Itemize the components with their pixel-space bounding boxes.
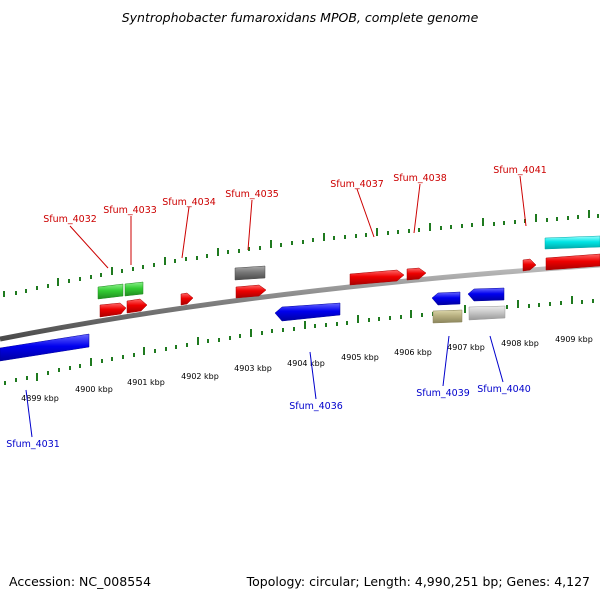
- gene-feature[interactable]: [431, 291, 461, 306]
- gene-feature[interactable]: [274, 302, 341, 322]
- gene-feature[interactable]: [99, 302, 127, 318]
- gene-feature[interactable]: [124, 281, 144, 297]
- top-gene-labels: Sfum_4032 Sfum_4033 Sfum_4034 Sfum_4035 …: [43, 165, 547, 225]
- forward-features: [97, 235, 600, 318]
- kbp-label: 4906 kbp: [394, 348, 432, 357]
- gene-feature[interactable]: [545, 253, 600, 271]
- bottom-callouts: [25, 335, 504, 438]
- kbp-label: 4902 kbp: [181, 372, 219, 381]
- gene-label[interactable]: Sfum_4034: [162, 197, 216, 208]
- gene-label[interactable]: Sfum_4037: [330, 179, 384, 190]
- gene-label[interactable]: Sfum_4031: [6, 439, 60, 450]
- kbp-label: 4901 kbp: [127, 378, 165, 387]
- kbp-label: 4899 kbp: [21, 394, 59, 403]
- gene-label[interactable]: Sfum_4039: [416, 388, 470, 399]
- gene-feature[interactable]: [468, 305, 506, 321]
- kbp-label: 4909 kbp: [555, 335, 593, 344]
- gene-feature[interactable]: [467, 287, 505, 302]
- kbp-label: 4908 kbp: [501, 339, 539, 348]
- gene-feature[interactable]: [180, 292, 194, 306]
- kbp-label: 4903 kbp: [234, 364, 272, 373]
- gene-feature[interactable]: [406, 267, 427, 281]
- bottom-gene-labels: Sfum_4031 Sfum_4036 Sfum_4039 Sfum_4040: [6, 384, 531, 450]
- gene-feature[interactable]: [544, 235, 600, 250]
- gene-feature[interactable]: [126, 298, 148, 314]
- gene-label[interactable]: Sfum_4032: [43, 214, 97, 225]
- gene-label[interactable]: Sfum_4038: [393, 173, 447, 184]
- genome-backbone: [0, 262, 600, 342]
- map-title: Syntrophobacter fumaroxidans MPOB, compl…: [122, 10, 479, 25]
- gene-feature[interactable]: [432, 309, 463, 324]
- gene-feature[interactable]: [0, 333, 90, 362]
- upper-tick-track: [3, 210, 599, 297]
- reverse-features: [0, 287, 506, 362]
- gene-label[interactable]: Sfum_4036: [289, 401, 343, 412]
- gene-label[interactable]: Sfum_4035: [225, 189, 279, 200]
- genome-summary-text: Topology: circular; Length: 4,990,251 bp…: [246, 574, 590, 589]
- gene-feature[interactable]: [97, 283, 124, 300]
- top-callouts: [69, 175, 527, 269]
- gene-feature[interactable]: [235, 284, 267, 299]
- kbp-label: 4904 kbp: [287, 359, 325, 368]
- kbp-label: 4900 kbp: [75, 385, 113, 394]
- kbp-label: 4907 kbp: [447, 343, 485, 352]
- kbp-labels: 4899 kbp 4900 kbp 4901 kbp 4902 kbp 4903…: [21, 335, 593, 403]
- kbp-label: 4905 kbp: [341, 353, 379, 362]
- gene-label[interactable]: Sfum_4041: [493, 165, 547, 176]
- gene-feature[interactable]: [234, 265, 266, 281]
- accession-text: Accession: NC_008554: [9, 574, 151, 589]
- gene-label[interactable]: Sfum_4033: [103, 205, 157, 216]
- gene-label[interactable]: Sfum_4040: [477, 384, 531, 395]
- gene-feature[interactable]: [349, 269, 405, 286]
- gene-feature[interactable]: [522, 258, 537, 272]
